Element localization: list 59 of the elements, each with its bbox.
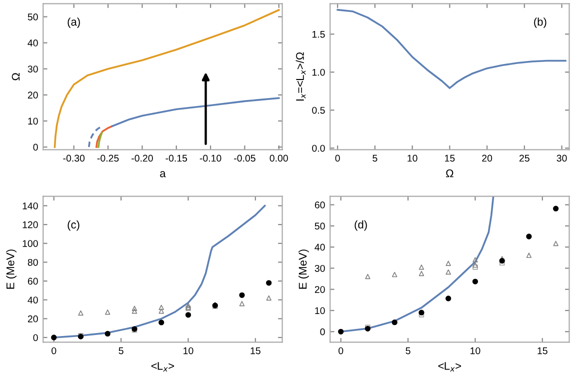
annotation: (c) [68,220,80,231]
x-tick-label: 25 [519,154,530,162]
y-tick-label: 1.0 [312,68,325,76]
y-tick-label: 20 [28,92,38,99]
x-tick-label: 20 [482,154,492,162]
x-axis-title: <L$_{x}$> [438,362,461,372]
y-tick-label: 1.5 [312,30,325,38]
x-axis-title: Ω [446,169,454,178]
y-tick-label: 80 [28,258,38,266]
x-tick-label: 5 [406,347,410,354]
x-tick-label: 0 [338,347,344,354]
y-tick-label: 0 [33,144,38,151]
y-tick-label: 30 [314,264,325,272]
y-tick-label: 50 [314,222,325,230]
y-tick-label: 20 [28,315,38,322]
x-tick-label: 0 [52,347,56,354]
x-tick-label: 15 [445,154,455,162]
x-tick-label: 10 [184,347,194,354]
y-tick-label: 0 [33,334,38,342]
y-tick-label: 10 [315,307,325,314]
x-tick-label: 10 [470,347,480,354]
x-tick-label: 15 [250,347,260,354]
x-axis-title: a [160,171,166,178]
y-tick-label: 30 [28,66,38,72]
annotation: (a) [68,18,80,28]
y-tick-label: 20 [314,286,325,293]
y-tick-label: 0.0 [312,144,325,152]
x-tick-label: -0.15 [166,154,188,162]
x-tick-label: -0.10 [200,154,222,162]
x-tick-label: 0 [335,154,340,162]
x-tick-label: 15 [538,347,548,354]
annotation: (b) [534,18,546,28]
y-axis-title: E (MeV) [298,250,309,289]
y-tick-label: 100 [22,240,38,247]
x-tick-label: -0.30 [63,154,85,162]
x-tick-label: -0.20 [132,154,153,162]
y-tick-label: 60 [28,278,38,285]
y-tick-label: 120 [22,221,38,228]
y-tick-label: 40 [28,296,38,304]
x-tick-label: -0.05 [234,154,256,162]
y-axis-title: E (MeV) [6,250,16,289]
y-tick-label: 10 [28,118,38,125]
annotation: (d) [354,220,367,231]
y-tick-label: 0.5 [312,106,325,114]
x-tick-label: -0.25 [97,154,119,162]
x-tick-label: 5 [118,347,124,354]
y-tick-label: 50 [28,14,38,20]
x-tick-label: 0.00 [270,154,288,162]
y-axis-title: Ω [12,73,20,80]
y-tick-label: 40 [28,40,38,46]
y-tick-label: 140 [22,202,38,210]
x-tick-label: 5 [372,154,378,162]
x-tick-label: 30 [556,154,567,162]
y-axis-title: I$_{x}$=<L$_{x}$>/Ω [296,52,306,101]
y-tick-label: 40 [314,244,325,251]
x-tick-label: 10 [408,154,418,162]
x-axis-title: <L$_{x}$> [151,362,174,372]
y-tick-label: 0 [320,328,325,336]
y-tick-label: 60 [314,202,325,208]
